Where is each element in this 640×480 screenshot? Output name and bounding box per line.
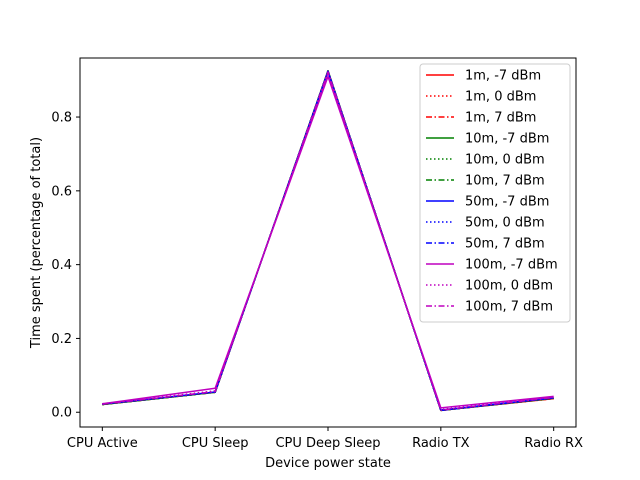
series-line-10 xyxy=(102,75,554,409)
x-tick-label: CPU Deep Sleep xyxy=(275,436,380,451)
legend-entry-label: 100m, 0 dBm xyxy=(465,279,553,294)
legend-entry-label: 1m, 0 dBm xyxy=(465,90,536,105)
y-tick-label: 0.0 xyxy=(51,406,72,421)
y-tick-label: 0.2 xyxy=(51,332,72,347)
x-tick-label: Radio TX xyxy=(412,436,470,451)
legend-entry-label: 10m, -7 dBm xyxy=(465,132,549,147)
legend-entry-label: 1m, -7 dBm xyxy=(465,69,541,84)
legend-entry-label: 10m, 7 dBm xyxy=(465,174,545,189)
legend-entry-label: 50m, 0 dBm xyxy=(465,216,545,231)
legend-box xyxy=(419,63,571,323)
x-tick-label: CPU Sleep xyxy=(182,436,249,451)
y-tick-label: 0.4 xyxy=(51,258,72,273)
legend-entry-label: 10m, 0 dBm xyxy=(465,153,545,168)
x-tick-label: Radio RX xyxy=(524,436,583,451)
y-tick-label: 0.6 xyxy=(51,184,72,199)
legend-entry-label: 50m, -7 dBm xyxy=(465,195,549,210)
x-tick-label: CPU Active xyxy=(67,436,138,451)
legend-entry-label: 50m, 7 dBm xyxy=(465,237,545,252)
legend-entry-label: 100m, -7 dBm xyxy=(465,258,558,273)
legend-entry-label: 100m, 7 dBm xyxy=(465,300,553,315)
x-axis-label: Device power state xyxy=(265,456,391,471)
y-axis-label: Time spent (percentage of total) xyxy=(29,137,44,349)
y-axis: 0.0 0.2 0.4 0.6 0.8 xyxy=(51,111,80,421)
plot-frame xyxy=(79,57,577,428)
series-line-12 xyxy=(102,71,554,411)
legend: 1m, -7 dBm 1m, 0 dBm 1m, 7 dBm 10m, -7 dBm 1… xyxy=(419,63,571,323)
x-axis: CPU Active CPU Sleep CPU Deep Sleep Radio T… xyxy=(67,427,583,451)
series-layer xyxy=(102,70,554,412)
legend-entry-label: 1m, 7 dBm xyxy=(465,111,536,126)
y-tick-label: 0.8 xyxy=(51,111,72,126)
